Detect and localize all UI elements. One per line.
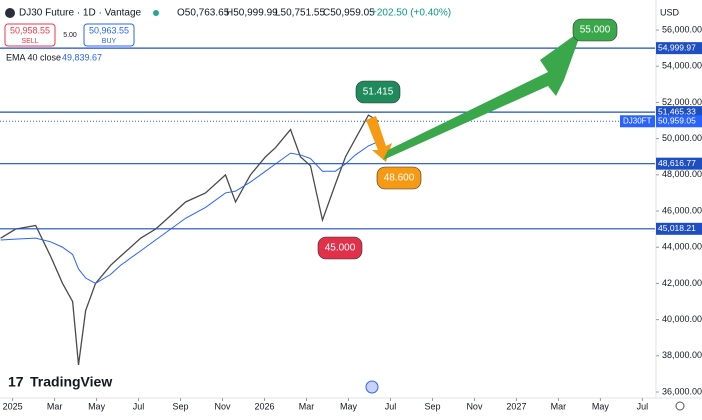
level-label: 51,465.33 xyxy=(658,106,696,116)
status-dot xyxy=(153,10,159,16)
annotation-bubble xyxy=(376,166,422,190)
level-label-box xyxy=(656,42,702,55)
settings-icon[interactable] xyxy=(675,401,685,411)
x-tick-label: Mar xyxy=(47,401,63,411)
level-label: 45,018.21 xyxy=(658,223,696,233)
level-label: 48,616.77 xyxy=(658,158,696,168)
level-label-box xyxy=(656,157,702,170)
ohlc-close: C50,959.05 xyxy=(323,8,375,19)
y-tick-label: 56,000.00 xyxy=(662,24,702,34)
annotation-bubble xyxy=(355,80,401,104)
x-tick-label: May xyxy=(88,401,106,411)
y-tick-label: 52,000.00 xyxy=(662,97,702,107)
level-label: 54,999.97 xyxy=(658,42,696,52)
arrow-down xyxy=(366,116,392,162)
y-tick-label: 46,000.00 xyxy=(662,205,702,215)
x-tick-label: Sep xyxy=(424,401,440,411)
series-name: DJ30FT xyxy=(623,116,652,125)
series-name-box xyxy=(620,115,655,128)
last-price-box xyxy=(656,115,702,128)
y-tick-label: 44,000.00 xyxy=(662,242,702,252)
ohlc-low: L50,751.55 xyxy=(275,8,325,19)
level-label-box xyxy=(656,106,702,119)
x-tick-label: May xyxy=(592,401,610,411)
x-tick-label: Sep xyxy=(173,401,189,411)
buy-button[interactable] xyxy=(83,23,135,47)
symbol-icon xyxy=(5,8,15,18)
spread: 5.00 xyxy=(63,32,77,39)
calendar-flag[interactable] xyxy=(365,380,379,394)
annotation-label: 51.415 xyxy=(363,87,394,98)
x-tick-label: Jul xyxy=(637,401,649,411)
x-tick-label: May xyxy=(340,401,358,411)
indicator-value: 49,839.67 xyxy=(62,52,102,62)
x-tick-label: Jul xyxy=(133,401,145,411)
change: +202.50 (+0.40%) xyxy=(371,8,451,19)
level-label-box xyxy=(656,222,702,235)
y-tick-label: 42,000.00 xyxy=(662,278,702,288)
x-tick-label: 2026 xyxy=(255,401,275,411)
series-line xyxy=(0,141,379,285)
annotation-label: 45.000 xyxy=(325,243,356,254)
x-tick-label: Nov xyxy=(466,401,483,411)
sell-price: 50,958.55 xyxy=(10,25,50,35)
buy-label: BUY xyxy=(102,38,117,45)
x-tick-label: Mar xyxy=(551,401,567,411)
watermark: TradingView xyxy=(30,374,112,390)
sell-button[interactable] xyxy=(4,23,56,47)
annotation-label: 55.000 xyxy=(580,25,611,36)
symbol-title: DJ30 Future · 1D · Vantage xyxy=(19,8,142,19)
buy-price: 50,963.55 xyxy=(89,25,129,35)
y-tick-label: 54,000.00 xyxy=(662,61,702,71)
ohlc-open: O50,763.65 xyxy=(177,8,230,19)
currency: USD xyxy=(660,7,680,17)
y-tick-label: 40,000.00 xyxy=(662,314,702,324)
y-tick-label: 48,000.00 xyxy=(662,169,702,179)
x-tick-label: 2027 xyxy=(506,401,526,411)
sell-label: SELL xyxy=(21,38,38,45)
indicator-name: EMA 40 close xyxy=(6,52,61,62)
x-tick-label: Jul xyxy=(385,401,397,411)
series-line xyxy=(0,114,379,365)
annotation-label: 48.600 xyxy=(384,173,415,184)
y-tick-label: 50,000.00 xyxy=(662,133,702,143)
x-tick-label: Nov xyxy=(215,401,232,411)
overlay: 54,999.97 51,465.33 48,616.77 45,018.21 DJ30… xyxy=(317,18,702,260)
ohlc-high: H50,999.99 xyxy=(226,8,278,19)
annotation-bubble xyxy=(317,236,363,260)
arrow-up xyxy=(383,30,582,160)
plot xyxy=(0,29,659,401)
x-tick-label: 2025 xyxy=(3,401,23,411)
y-tick-label: 38,000.00 xyxy=(662,350,702,360)
annotation-bubble xyxy=(572,18,618,42)
y-tick-label: 36,000.00 xyxy=(662,386,702,396)
x-tick-label: Mar xyxy=(299,401,315,411)
last-price-label: 50,959.05 xyxy=(658,116,696,126)
watermark-logo: 17 xyxy=(8,374,24,390)
